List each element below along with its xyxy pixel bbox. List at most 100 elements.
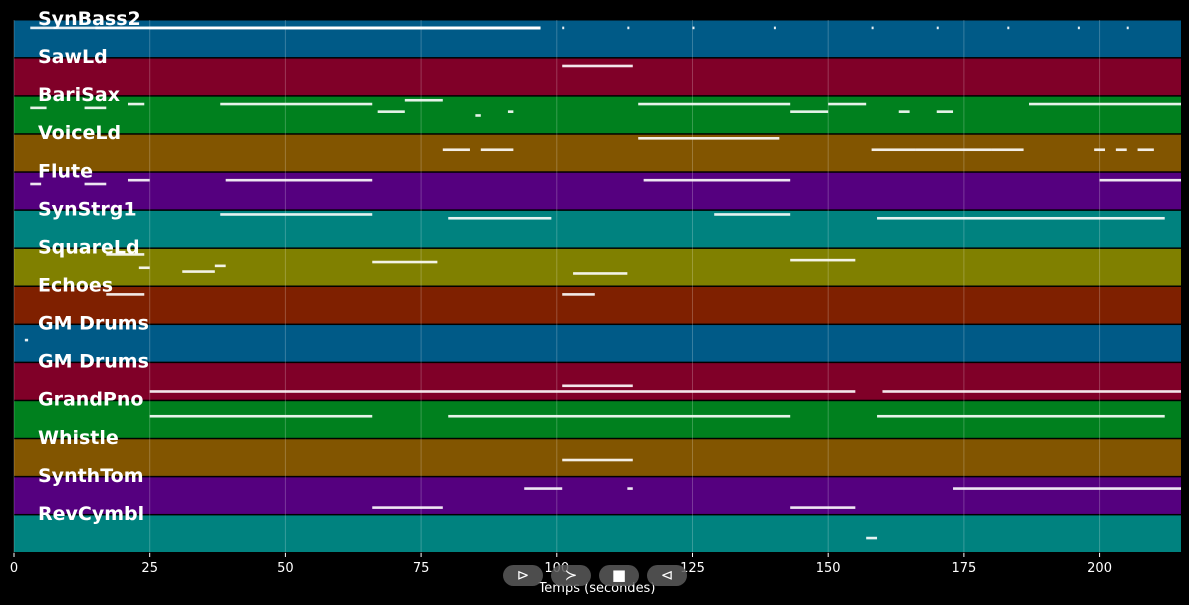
note bbox=[638, 102, 791, 106]
note bbox=[480, 148, 514, 152]
track-lane bbox=[14, 287, 1181, 324]
track-lane bbox=[14, 325, 1181, 362]
note bbox=[182, 270, 215, 273]
track-lane bbox=[14, 172, 1181, 210]
note bbox=[898, 110, 910, 113]
x-tick-label: 50 bbox=[277, 561, 294, 576]
track-lane bbox=[14, 248, 1181, 286]
note bbox=[643, 178, 791, 182]
track-lane bbox=[14, 210, 1181, 248]
note bbox=[790, 506, 856, 509]
back-icon: ⊲ bbox=[660, 566, 674, 584]
note bbox=[991, 148, 1024, 152]
note bbox=[638, 137, 780, 140]
track-lane bbox=[14, 96, 1181, 134]
note bbox=[877, 216, 1165, 220]
note bbox=[84, 182, 107, 186]
note bbox=[149, 414, 373, 418]
note bbox=[220, 102, 373, 106]
note bbox=[127, 102, 145, 106]
track-lane bbox=[14, 134, 1181, 172]
note bbox=[84, 106, 107, 110]
note bbox=[24, 338, 29, 342]
track-lanes bbox=[14, 20, 1181, 552]
note bbox=[871, 148, 916, 152]
note bbox=[127, 178, 150, 182]
note bbox=[1077, 26, 1080, 30]
note bbox=[149, 390, 856, 393]
track-lane bbox=[14, 439, 1181, 476]
forward-button[interactable]: ≻ bbox=[551, 565, 591, 586]
x-tick-label: 150 bbox=[816, 561, 841, 576]
note bbox=[790, 258, 856, 262]
note bbox=[372, 260, 438, 264]
note bbox=[877, 414, 1165, 418]
note bbox=[936, 110, 954, 113]
x-tick-label: 75 bbox=[413, 561, 430, 576]
track-lane bbox=[14, 401, 1181, 438]
note bbox=[404, 98, 443, 102]
note-marks bbox=[24, 26, 1181, 540]
track-label: GM Drums bbox=[38, 313, 149, 335]
forward-icon: ≻ bbox=[564, 566, 578, 584]
note bbox=[627, 487, 633, 490]
track-labels: SynBass2 SawLd BariSax VoiceLd Flute SynStrg1… bbox=[38, 8, 149, 525]
track-lane bbox=[14, 363, 1181, 400]
note bbox=[442, 148, 470, 152]
track-label: Whistle bbox=[38, 427, 119, 449]
stop-icon: ■ bbox=[611, 566, 627, 584]
track-label: RevCymbl bbox=[38, 503, 144, 525]
note bbox=[562, 64, 633, 68]
note bbox=[106, 293, 145, 296]
grid-lines bbox=[13, 20, 1101, 553]
note bbox=[1126, 26, 1129, 30]
x-tick-label: 25 bbox=[141, 561, 158, 576]
note bbox=[953, 487, 1181, 490]
note bbox=[106, 253, 145, 256]
stop-button[interactable]: ■ bbox=[599, 565, 639, 586]
play-button[interactable]: ⊳ bbox=[503, 565, 543, 586]
note bbox=[828, 102, 867, 106]
note bbox=[1115, 148, 1127, 152]
note bbox=[871, 26, 874, 30]
note bbox=[562, 293, 595, 296]
note bbox=[529, 26, 541, 30]
note bbox=[562, 26, 565, 30]
note bbox=[524, 487, 563, 490]
note bbox=[448, 216, 552, 220]
track-label: Echoes bbox=[38, 275, 113, 297]
track-label: GM Drums bbox=[38, 351, 149, 373]
note bbox=[1099, 178, 1181, 182]
note bbox=[138, 266, 150, 270]
note bbox=[573, 272, 628, 275]
note bbox=[448, 414, 791, 418]
track-label: SynStrg1 bbox=[38, 198, 137, 220]
note bbox=[30, 106, 47, 110]
back-button[interactable]: ⊲ bbox=[647, 565, 687, 586]
x-tick-label: 175 bbox=[951, 561, 976, 576]
note bbox=[220, 213, 373, 216]
track-lane bbox=[14, 20, 1181, 58]
note bbox=[475, 26, 541, 30]
note bbox=[475, 114, 481, 117]
note bbox=[1029, 102, 1181, 106]
note bbox=[225, 178, 373, 182]
x-tick-label: 200 bbox=[1087, 561, 1112, 576]
note bbox=[562, 458, 633, 462]
note bbox=[882, 390, 1181, 393]
x-tick-label: 0 bbox=[10, 561, 18, 576]
note bbox=[627, 26, 630, 30]
note bbox=[936, 26, 939, 30]
note bbox=[692, 26, 695, 30]
note bbox=[866, 536, 878, 540]
note bbox=[1094, 148, 1106, 152]
note bbox=[507, 110, 514, 113]
note bbox=[372, 506, 443, 509]
track-label: BariSax bbox=[38, 84, 120, 106]
note bbox=[30, 182, 42, 186]
track-lane bbox=[14, 515, 1181, 552]
track-label: VoiceLd bbox=[38, 122, 121, 144]
note bbox=[790, 110, 829, 113]
play-icon: ⊳ bbox=[516, 566, 530, 584]
